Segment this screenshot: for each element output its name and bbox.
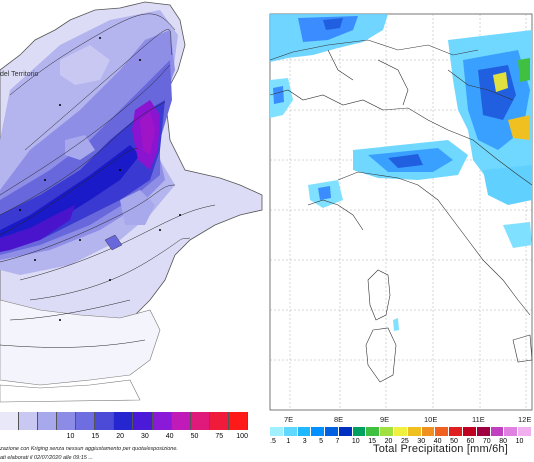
contour-lines <box>0 13 216 348</box>
precip-legend-tick-label: 80 <box>499 438 508 445</box>
rainfall-map-svg <box>0 1 263 403</box>
precipitation-map-panel: 7E 8E 9E 10E 11E 12E .5 1 3 5 7 10 15 20 25 30 40 5… <box>268 0 534 462</box>
precip-legend-tick-label: 10 <box>351 438 360 445</box>
legend-tick-label: 10 <box>66 433 75 440</box>
precip-legend-swatch <box>283 427 298 436</box>
legend-tick-label <box>25 433 50 440</box>
precip-legend-swatch <box>270 427 284 436</box>
legend-swatch <box>209 412 229 430</box>
legend-swatch <box>114 412 134 430</box>
rainfall-legend <box>0 412 248 430</box>
map-caption-line-2: ati elaborati il 02/07/2020 alle 09:15 .… <box>0 455 93 461</box>
legend-swatch <box>171 412 191 430</box>
south-area <box>0 299 161 386</box>
precip-legend-tick-label: 30 <box>417 438 426 445</box>
precip-legend-tick-label: 1 <box>286 438 291 445</box>
precip-legend-swatch <box>504 427 519 436</box>
map-caption-line-1: zazione con Kriging senza nessun aggiust… <box>0 446 178 452</box>
precip-legend-swatch <box>352 427 367 436</box>
precip-legend-tick-label: 60 <box>466 438 475 445</box>
contour-labels <box>19 37 181 321</box>
legend-swatch <box>95 412 115 430</box>
legend-tick-label: 20 <box>116 433 124 440</box>
rainfall-map-panel: del Territorio 10 15 20 30 40 50 75 100 zazione… <box>0 0 263 462</box>
precip-legend-tick-label: 70 <box>482 438 491 445</box>
precipitation-map-svg <box>269 13 533 411</box>
precip-legend-swatch <box>394 427 408 436</box>
legend-swatch <box>0 412 20 430</box>
region-label: del Territorio <box>0 71 39 78</box>
precipitation-areas <box>270 14 532 331</box>
precip-legend-swatch <box>325 427 339 436</box>
lon-label: 10E <box>424 415 438 424</box>
legend-tick-label: 50 <box>190 433 199 440</box>
longitude-labels: 7E 8E 9E 10E 11E 12E <box>268 415 534 425</box>
legend-swatch <box>152 412 172 430</box>
precip-legend-tick-label: 40 <box>433 438 442 445</box>
precip-legend-swatch <box>338 427 353 436</box>
precip-legend-tick-label: 50 <box>450 438 458 445</box>
coastlines <box>269 39 533 383</box>
legend-tick-label: 40 <box>165 433 174 440</box>
lon-label: 12E <box>518 415 532 424</box>
legend-tick-label: 30 <box>140 433 149 440</box>
lon-label: 8E <box>334 415 344 424</box>
legend-swatch <box>190 412 210 430</box>
precip-legend <box>270 427 532 436</box>
precip-legend-swatch <box>311 427 326 436</box>
precip-legend-tick-label: 25 <box>401 438 409 445</box>
precip-legend-swatch <box>366 427 381 436</box>
lon-label: 7E <box>284 415 294 424</box>
precip-legend-tick-label: 10 <box>515 438 524 445</box>
legend-tick-label: 75 <box>215 433 224 440</box>
legend-tick-label <box>0 433 25 440</box>
precip-legend-swatch <box>462 427 477 436</box>
legend-tick-label: 100 <box>236 433 248 440</box>
precip-legend-swatch <box>476 427 491 436</box>
precip-legend-swatch <box>449 427 463 436</box>
precip-legend-swatch <box>435 427 450 436</box>
precip-legend-swatch <box>297 427 312 436</box>
legend-swatch <box>19 412 39 430</box>
rainfall-legend-ticks: 10 15 20 30 40 50 75 100 <box>0 433 248 440</box>
precip-legend-tick-label: .5 <box>270 438 276 445</box>
precip-legend-swatch <box>421 427 436 436</box>
legend-tick-label: 15 <box>91 433 100 440</box>
precip-legend-tick-label: 3 <box>302 438 307 445</box>
lon-label: 11E <box>472 415 485 424</box>
legend-swatch <box>38 412 58 430</box>
precip-legend-swatch <box>407 427 422 436</box>
precip-legend-swatch <box>490 427 505 436</box>
precip-legend-swatch <box>380 427 395 436</box>
legend-swatch <box>228 412 248 430</box>
legend-swatch <box>133 412 153 430</box>
legend-swatch <box>76 412 96 430</box>
precip-title: Total Precipitation [mm/6h] <box>373 443 509 455</box>
precip-legend-tick-label: 7 <box>335 438 340 445</box>
precip-legend-swatch <box>518 427 532 436</box>
precip-legend-tick-label: 5 <box>319 438 324 445</box>
lon-label: 9E <box>380 415 390 424</box>
precip-legend-tick-label: 15 <box>368 438 377 445</box>
panel-gap <box>263 0 268 462</box>
legend-swatch <box>57 412 77 430</box>
precip-legend-tick-label: 20 <box>384 438 393 445</box>
precip-legend-ticks: .5 1 3 5 7 10 15 20 25 30 40 50 60 70 80 10 <box>268 438 534 448</box>
